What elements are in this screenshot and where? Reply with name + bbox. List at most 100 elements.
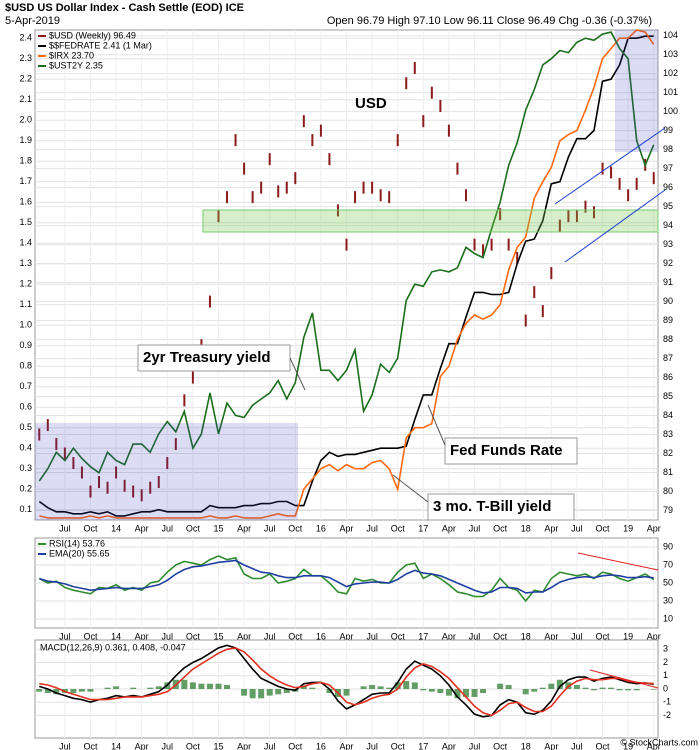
x-tick-label: Apr: [544, 631, 558, 641]
x-tick-label: 14: [111, 741, 121, 750]
x-tick-label: 17: [418, 523, 428, 533]
histogram-bar: [497, 683, 504, 689]
price-bar: [140, 489, 143, 502]
price-bar: [396, 134, 399, 147]
price-bar: [55, 438, 58, 451]
x-tick-label: 16: [316, 741, 326, 750]
y-tick-label: 1.3: [19, 258, 32, 268]
histogram-bar: [189, 682, 196, 689]
x-tick-label: 14: [111, 523, 121, 533]
price-bar: [285, 181, 288, 194]
histogram-bar: [582, 687, 589, 689]
price-bar: [456, 162, 459, 175]
x-tick-label: Apr: [647, 631, 661, 641]
y-tick-label: 1: [663, 670, 668, 680]
x-tick-label: Oct: [83, 741, 98, 750]
y-tick-label: 1.5: [19, 217, 32, 227]
series-line: [38, 555, 655, 603]
y-tick-label: 1.8: [19, 156, 32, 166]
histogram-bar: [480, 689, 487, 693]
histogram-bar: [591, 689, 597, 691]
histogram-bar: [70, 689, 77, 693]
y-tick-label: 0.4: [19, 443, 32, 453]
price-bar: [550, 267, 553, 280]
histogram-bar: [539, 687, 546, 689]
legend-swatch: [38, 45, 46, 47]
y-tick-label: 1.0: [19, 320, 32, 330]
highlight-box: [615, 30, 658, 152]
histogram-bar: [181, 679, 188, 689]
histogram-bar: [531, 689, 538, 692]
price-bar: [328, 153, 331, 166]
y-tick-label: 104: [663, 30, 678, 40]
price-bar: [362, 181, 365, 194]
x-tick-label: Jul: [162, 631, 174, 641]
price-bar: [464, 189, 467, 202]
price-bar: [413, 61, 416, 74]
x-tick-label: Apr: [544, 741, 558, 750]
y-tick-label: 0.3: [19, 463, 32, 473]
series-line: [39, 29, 655, 519]
histogram-bar: [258, 689, 265, 699]
y-tick-label: 81: [663, 467, 673, 477]
channel-line: [564, 189, 666, 263]
histogram-bar: [113, 686, 120, 689]
y-tick-label: 10: [663, 613, 673, 623]
y-tick-label: 1.2: [19, 279, 32, 289]
histogram-bar: [206, 683, 213, 689]
price-bar: [319, 124, 322, 137]
divergence-line: [577, 552, 659, 571]
legend-swatch: [38, 35, 46, 37]
price-bar: [575, 210, 578, 223]
price-bar: [208, 295, 211, 308]
arrow: [392, 474, 429, 503]
price-bar: [618, 177, 621, 190]
x-tick-label: Jul: [571, 523, 583, 533]
price-bar: [371, 181, 374, 194]
price-bar: [447, 124, 450, 137]
annotation-box: [427, 493, 575, 521]
price-bar: [601, 162, 604, 175]
x-tick-label: 16: [316, 523, 326, 533]
price-bar: [422, 115, 425, 128]
histogram-bar: [198, 683, 205, 689]
histogram-bar: [608, 687, 615, 689]
price-bar: [592, 206, 595, 219]
chart-title: $USD US Dollar Index - Cash Settle (EOD)…: [5, 2, 244, 14]
price-bar: [46, 419, 49, 432]
histogram-bar: [249, 689, 256, 699]
histogram-bar: [224, 685, 231, 689]
histogram-bar: [454, 689, 461, 699]
x-tick-label: 15: [213, 631, 223, 641]
price-bar: [567, 210, 570, 223]
y-tick-label: 0.1: [19, 504, 32, 514]
histogram-bar: [147, 687, 154, 689]
legend-text: $UST2Y 2.35: [49, 60, 103, 70]
y-tick-label: 2.2: [19, 74, 32, 84]
x-tick-label: Oct: [391, 741, 406, 750]
y-tick-label: 103: [663, 49, 678, 59]
y-tick-label: 0.7: [19, 381, 32, 391]
legend-text: RSI(14) 53.76: [49, 538, 105, 548]
price-bar: [354, 191, 357, 204]
legend-swatch: [38, 65, 46, 67]
legend-swatch: [38, 553, 46, 555]
price-bar: [63, 447, 66, 460]
y-tick-label: 2.0: [19, 115, 32, 125]
price-bar: [405, 77, 408, 90]
y-tick-label: 98: [663, 144, 673, 154]
y-tick-label: 1.4: [19, 238, 32, 248]
y-tick-label: 1.9: [19, 135, 32, 145]
y-tick-label: 1.1: [19, 299, 32, 309]
histogram-bar: [241, 689, 248, 696]
x-tick-label: Oct: [391, 631, 406, 641]
y-tick-label: 95: [663, 201, 673, 211]
price-bar: [123, 479, 126, 492]
price-bar: [482, 244, 485, 257]
price-bar: [226, 191, 229, 204]
price-bar: [652, 172, 655, 185]
price-bar: [507, 238, 510, 251]
y-tick-label: 1.7: [19, 176, 32, 186]
histogram-bar: [44, 689, 51, 693]
x-tick-label: Apr: [442, 523, 456, 533]
